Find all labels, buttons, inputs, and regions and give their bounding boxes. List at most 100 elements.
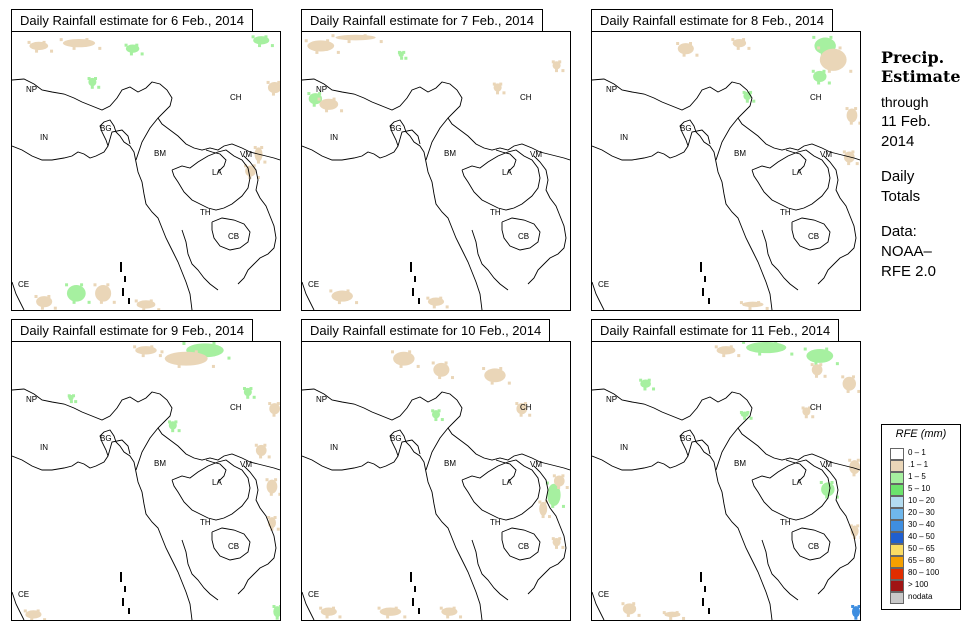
rain-speck [523,402,527,406]
rain-speck [637,613,641,617]
legend-item: 20 – 30 [890,507,960,520]
rain-speck [258,44,262,48]
island [708,298,710,304]
panel-7feb: Daily Rainfall estimate for 7 Feb., 2014… [301,9,571,311]
country-label-ce: CE [308,280,319,289]
rain-speck [842,150,846,154]
rain-speck [94,77,98,81]
rain-speck [106,283,110,287]
rain-speck [69,400,73,404]
country-label-la: LA [792,168,802,177]
island [702,598,704,606]
rain-speck [835,495,839,499]
rain-speck [551,60,555,64]
country-label-ce: CE [598,280,609,289]
country-label-bg: BG [390,124,402,133]
rain-patch [307,40,335,52]
rain-speck [65,283,69,287]
border-line [12,78,280,161]
rain-speck [632,602,636,606]
rain-speck [822,69,826,73]
rain-speck [669,616,673,620]
rain-speck [252,395,256,399]
rain-speck [847,162,851,166]
panel-8feb: Daily Rainfall estimate for 8 Feb., 2014… [591,9,861,311]
country-label-ch: CH [520,403,532,412]
rain-speck [36,609,40,613]
border-line [135,427,159,471]
country-label-cb: CB [228,232,239,241]
rain-speck [157,308,161,310]
map-svg: NP CH IN BG BM VM LA TH CB CE [302,350,570,620]
title-line-1: Precip. [881,48,945,67]
border-line [12,429,193,620]
rain-speck [270,44,274,48]
rain-speck [377,606,381,610]
rain-speck [124,43,128,47]
rain-patch [36,296,53,308]
rain-speck [431,361,435,365]
rain-speck [626,613,630,617]
rain-speck [243,387,247,391]
rain-speck [548,515,552,519]
country-label-np: NP [606,395,617,404]
rain-speck [440,418,444,422]
rain-speck [446,615,450,619]
rain-speck [739,301,743,305]
country-label-in: IN [620,443,628,452]
rain-speck [256,176,260,180]
island [700,262,702,272]
rain-speck [304,39,308,43]
legend-item: .1 – 1 [890,459,960,472]
rain-speck [171,429,175,433]
rain-speck [855,162,859,166]
rain-speck [149,299,153,303]
rain-speck [274,478,278,482]
panel-title: Daily Rainfall estimate for 6 Feb., 2014 [11,9,253,33]
rain-patch [308,93,323,105]
rain-speck [211,364,215,368]
panel-title: Daily Rainfall estimate for 8 Feb., 2014 [591,9,833,33]
legend-swatch [890,544,904,556]
map-svg: NP CH IN BG BM VM LA TH CB CE [302,34,570,310]
rain-speck [695,53,699,57]
border-line [12,119,193,310]
rain-speck [263,160,267,164]
rain-speck [87,77,91,81]
border-line [461,149,541,211]
rain-speck [277,80,280,84]
rain-speck [819,481,823,484]
rain-speck [852,473,856,477]
rain-speck [312,103,316,107]
rain-speck [307,92,311,96]
rain-speck [355,301,359,305]
rain-speck [499,367,503,371]
rain-speck [801,406,805,410]
rain-speck [817,46,821,50]
rain-speck [541,515,545,519]
country-label-bg: BG [100,124,112,133]
rain-speck [134,299,138,303]
legend-label: 80 – 100 [908,568,940,577]
legend-swatch [890,520,904,532]
legend-swatch [890,592,904,604]
rain-speck [507,381,511,385]
island [704,586,706,592]
rain-speck [743,416,747,420]
border-line [211,217,251,251]
border-line [171,459,251,521]
rain-speck [851,150,855,154]
rain-speck [404,56,408,60]
rain-speck [347,40,351,44]
daily-line-1: Daily [881,168,915,185]
rain-speck [561,545,565,549]
rain-speck [554,69,558,73]
rain-speck [160,350,164,354]
rain-patch [516,403,528,415]
rainfall-map: NP CH IN BG BM VM LA TH CB CE [11,31,281,311]
country-label-bm: BM [444,459,456,468]
border-line [237,155,277,285]
country-label-la: LA [502,168,512,177]
rain-speck [394,606,398,610]
rain-patch [135,346,157,355]
